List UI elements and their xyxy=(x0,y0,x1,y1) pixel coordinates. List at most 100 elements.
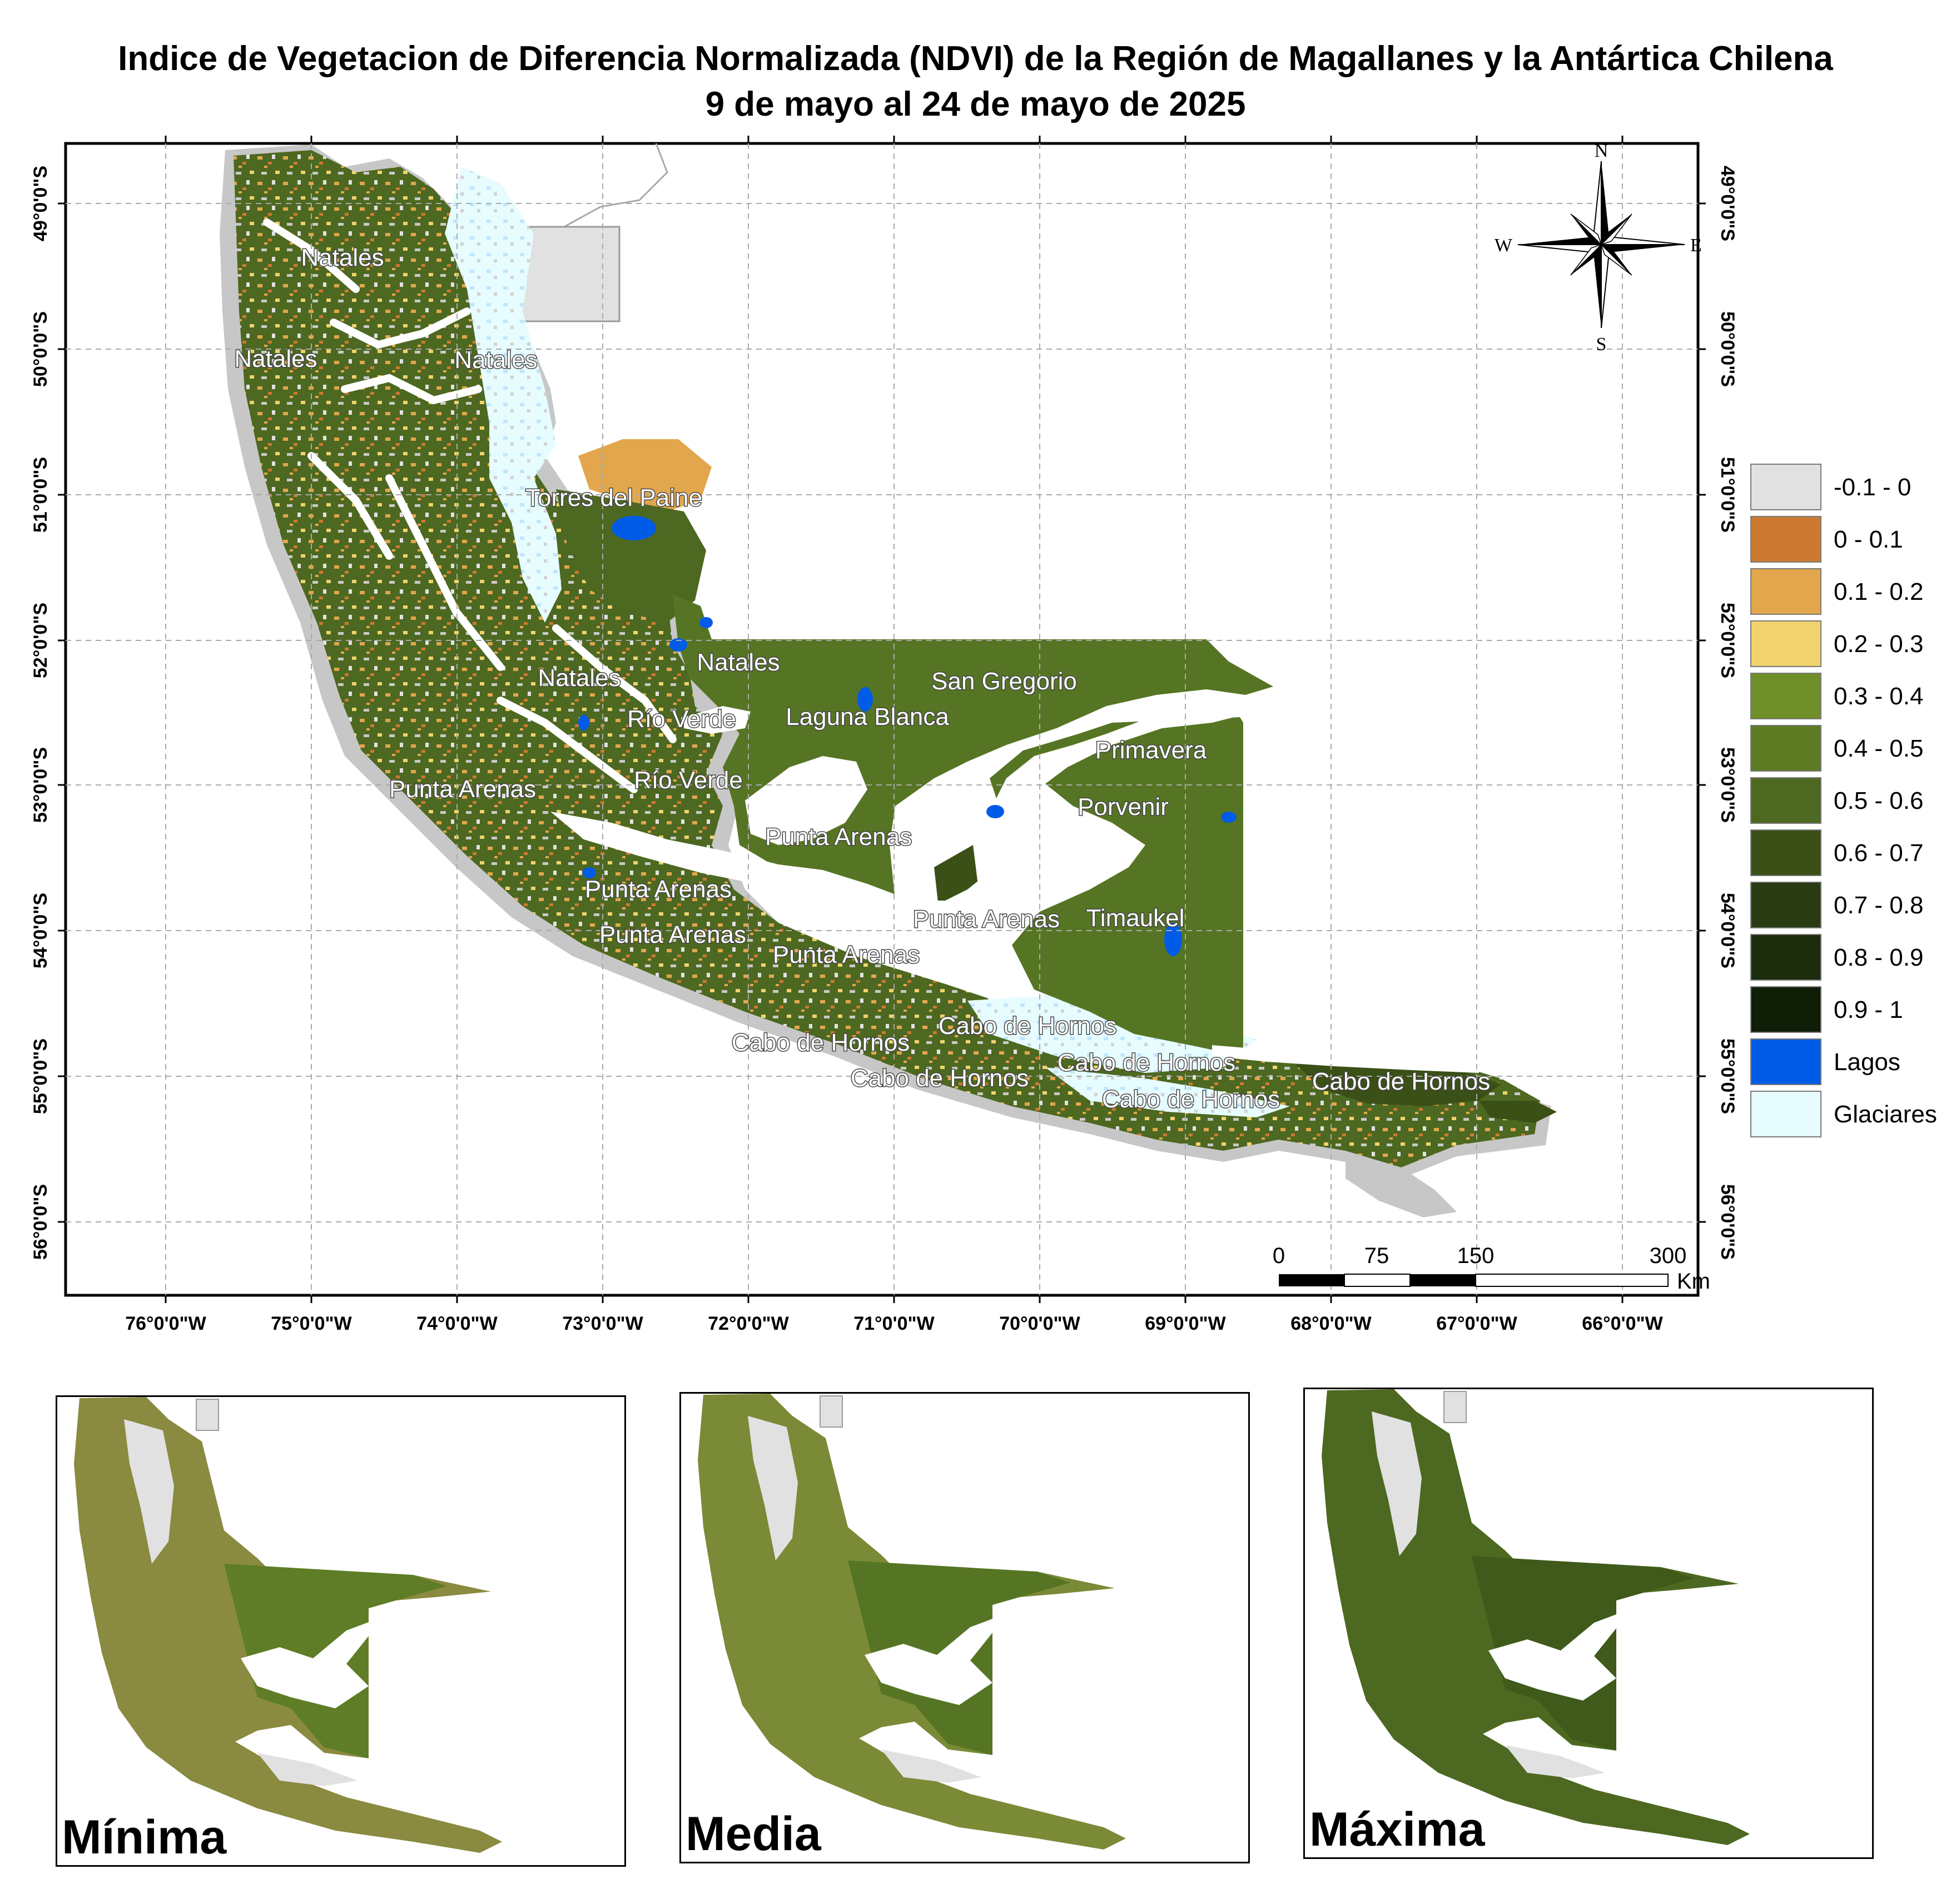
lake xyxy=(578,715,589,730)
legend-label: 0.5 - 0.6 xyxy=(1834,787,1924,814)
scale-label-75: 75 xyxy=(1364,1244,1389,1268)
otway-sound xyxy=(745,756,867,845)
legend-item: 0.8 - 0.9 xyxy=(1750,934,1950,986)
legend-label: 0.1 - 0.2 xyxy=(1834,578,1924,605)
gray-region xyxy=(1443,1391,1467,1423)
legend-item: 0.6 - 0.7 xyxy=(1750,829,1950,882)
island-patch xyxy=(1479,1101,1557,1123)
scale-segment xyxy=(1344,1274,1411,1287)
fjord xyxy=(552,624,677,743)
inset-map xyxy=(1322,1389,1750,1845)
legend-swatch xyxy=(1750,882,1821,928)
legend-swatch xyxy=(1750,777,1821,824)
lon-tick-label: 75°0'0"W xyxy=(271,1313,352,1334)
hornos-islands xyxy=(1346,1156,1457,1217)
lat-tick-label-left: 54°0'0"S xyxy=(30,893,51,968)
legend-swatch xyxy=(1750,568,1821,615)
lat-tick-label-left: 55°0'0"S xyxy=(30,1038,51,1114)
inset-strait xyxy=(1488,1606,1661,1701)
inset-strait xyxy=(241,1614,413,1708)
west-label: W xyxy=(1495,235,1513,256)
lat-tick-label-left: 53°0'0"S xyxy=(30,747,51,823)
fjord xyxy=(385,474,504,671)
place-label: Cabo de Hornos xyxy=(1058,1049,1235,1076)
gray-region xyxy=(820,1395,843,1428)
lat-tick-label-right: 54°0'0"S xyxy=(1717,893,1738,968)
lat-tick-label-left: 51°0'0"S xyxy=(30,457,51,533)
inset-ice-field xyxy=(1372,1411,1422,1556)
lake xyxy=(857,687,873,712)
bahia-inutil xyxy=(1017,845,1134,889)
lat-tick-label-right: 49°0'0"S xyxy=(1717,166,1738,241)
inset-region xyxy=(74,1397,502,1853)
legend-item: 0.4 - 0.5 xyxy=(1750,725,1950,777)
legend-label: 0 - 0.1 xyxy=(1834,526,1903,553)
place-label: Punta Arenas xyxy=(913,906,1060,933)
steppe-patch-green xyxy=(556,489,706,623)
place-label: Cabo de Hornos xyxy=(732,1029,910,1056)
place-label: San Gregorio xyxy=(931,668,1077,695)
legend: -0.1 - 0 0 - 0.1 0.1 - 0.2 0.2 - 0.3 0.3 - 0… xyxy=(1750,464,1950,1143)
legend-label: 0.2 - 0.3 xyxy=(1834,630,1924,658)
lat-tick-label-left: 56°0'0"S xyxy=(30,1184,51,1260)
graticule xyxy=(66,143,1698,1295)
legend-item: 0.7 - 0.8 xyxy=(1750,882,1950,934)
inset-label-minima: Mínima xyxy=(62,1811,227,1864)
east-label: E xyxy=(1690,235,1702,256)
axis-labels: 76°0'0"W 75°0'0"W 74°0'0"W 73°0'0"W 72°0'0"W… xyxy=(30,136,1738,1334)
place-label: Punta Arenas xyxy=(585,876,732,903)
legend-swatch xyxy=(1750,1091,1821,1137)
legend-item: Glaciares xyxy=(1750,1091,1950,1143)
place-label: Cabo de Hornos xyxy=(1102,1086,1280,1113)
legend-item: 0.9 - 1 xyxy=(1750,986,1950,1038)
scale-segment xyxy=(1475,1274,1669,1287)
lat-tick-label-right: 56°0'0"S xyxy=(1717,1184,1738,1260)
inset-label-maxima: Máxima xyxy=(1309,1803,1485,1856)
legend-swatch xyxy=(1750,1038,1821,1085)
inset-label-media: Media xyxy=(686,1807,821,1861)
lake xyxy=(583,867,596,878)
legend-item: 0.5 - 0.6 xyxy=(1750,777,1950,829)
legend-item: 0.2 - 0.3 xyxy=(1750,620,1950,673)
scale-label-0: 0 xyxy=(1273,1244,1285,1268)
south-label: S xyxy=(1596,334,1607,355)
place-label: Porvenir xyxy=(1078,793,1169,821)
legend-label: -0.1 - 0 xyxy=(1834,474,1912,501)
fjord xyxy=(330,307,471,349)
fjord xyxy=(263,218,360,293)
scale-unit: Km xyxy=(1677,1269,1710,1294)
compass-rose-icon: N S E W xyxy=(1495,141,1702,355)
legend-label: 0.3 - 0.4 xyxy=(1834,683,1924,710)
inset-strait xyxy=(865,1610,1037,1705)
fjord xyxy=(307,452,393,560)
scale-segment xyxy=(1410,1274,1476,1286)
inset-region xyxy=(698,1394,1126,1850)
glacier-patch xyxy=(1045,1067,1290,1117)
beagle-channel xyxy=(1212,1045,1479,1073)
lat-tick-label-right: 51°0'0"S xyxy=(1717,457,1738,533)
western-archipelago xyxy=(234,150,1540,1167)
lake xyxy=(699,617,713,628)
inset-map xyxy=(74,1397,502,1853)
legend-swatch xyxy=(1750,673,1821,719)
legend-label: Glaciares xyxy=(1834,1101,1937,1128)
legend-label: Lagos xyxy=(1834,1048,1900,1076)
legend-item: 0.1 - 0.2 xyxy=(1750,568,1950,620)
lat-tick-label-right: 55°0'0"S xyxy=(1717,1038,1738,1114)
lon-tick-label: 72°0'0"W xyxy=(708,1313,789,1334)
north-label: N xyxy=(1595,141,1609,161)
legend-swatch xyxy=(1750,934,1821,981)
inset-glacier xyxy=(881,1749,981,1783)
legend-swatch xyxy=(1750,986,1821,1033)
scale-label-150: 150 xyxy=(1457,1244,1495,1268)
place-label: Primavera xyxy=(1095,737,1207,764)
lake xyxy=(986,805,1004,818)
legend-label: 0.4 - 0.5 xyxy=(1834,735,1924,762)
scale-bar: 0 75 150 300 Km xyxy=(1273,1244,1710,1294)
inset-glacier xyxy=(1505,1745,1605,1778)
legend-swatch xyxy=(1750,725,1821,772)
place-label: Cabo de Hornos xyxy=(851,1065,1029,1092)
place-label: Laguna Blanca xyxy=(786,703,949,730)
lat-tick-label-right: 53°0'0"S xyxy=(1717,747,1738,823)
